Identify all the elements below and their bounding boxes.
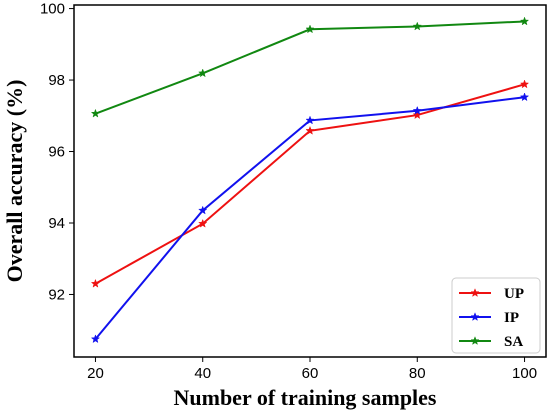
- y-tick-label: 100: [40, 1, 65, 18]
- series-point-ip: [305, 115, 315, 125]
- series-point-ip: [198, 205, 208, 215]
- legend: UP IP SA: [451, 277, 541, 354]
- legend-marker-up: [470, 288, 480, 297]
- legend-label-up: UP: [504, 286, 524, 302]
- y-axis-ticks: 92 94 96 98 100: [40, 1, 74, 303]
- x-axis-ticks: 20 40 60 80 100: [87, 357, 537, 382]
- legend-marker-sa: [470, 336, 480, 345]
- series-point-ip: [90, 334, 101, 344]
- x-tick-label: 40: [194, 365, 211, 382]
- series-point-sa: [519, 16, 530, 26]
- series-point-up: [519, 79, 530, 89]
- series-point-up: [90, 278, 101, 288]
- legend-label-ip: IP: [504, 310, 519, 326]
- series-point-ip: [412, 105, 422, 115]
- series-point-sa: [305, 24, 315, 34]
- series-line-sa: [95, 20, 525, 115]
- x-axis-title: Number of training samples: [174, 385, 437, 410]
- y-tick-label: 94: [48, 215, 65, 232]
- y-tick-label: 98: [48, 72, 65, 89]
- y-axis-title: Overall accuracy (%): [2, 80, 27, 283]
- legend-marker-ip: [470, 312, 480, 321]
- series-point-up: [198, 218, 208, 228]
- series-point-up: [412, 110, 422, 120]
- x-tick-label: 100: [512, 365, 537, 382]
- series-point-sa: [412, 21, 422, 31]
- legend-box: [451, 277, 541, 354]
- y-tick-label: 92: [48, 286, 65, 303]
- x-tick-label: 60: [302, 365, 319, 382]
- y-tick-label: 96: [48, 144, 65, 161]
- x-tick-label: 80: [409, 365, 426, 382]
- series-point-sa: [90, 108, 101, 118]
- series-point-ip: [519, 92, 530, 102]
- series-point-sa: [198, 68, 208, 78]
- series-point-up: [305, 125, 315, 135]
- series-layer: [90, 16, 530, 344]
- legend-label-sa: SA: [504, 334, 523, 350]
- x-tick-label: 20: [87, 365, 104, 382]
- series-line-up: [94, 83, 525, 285]
